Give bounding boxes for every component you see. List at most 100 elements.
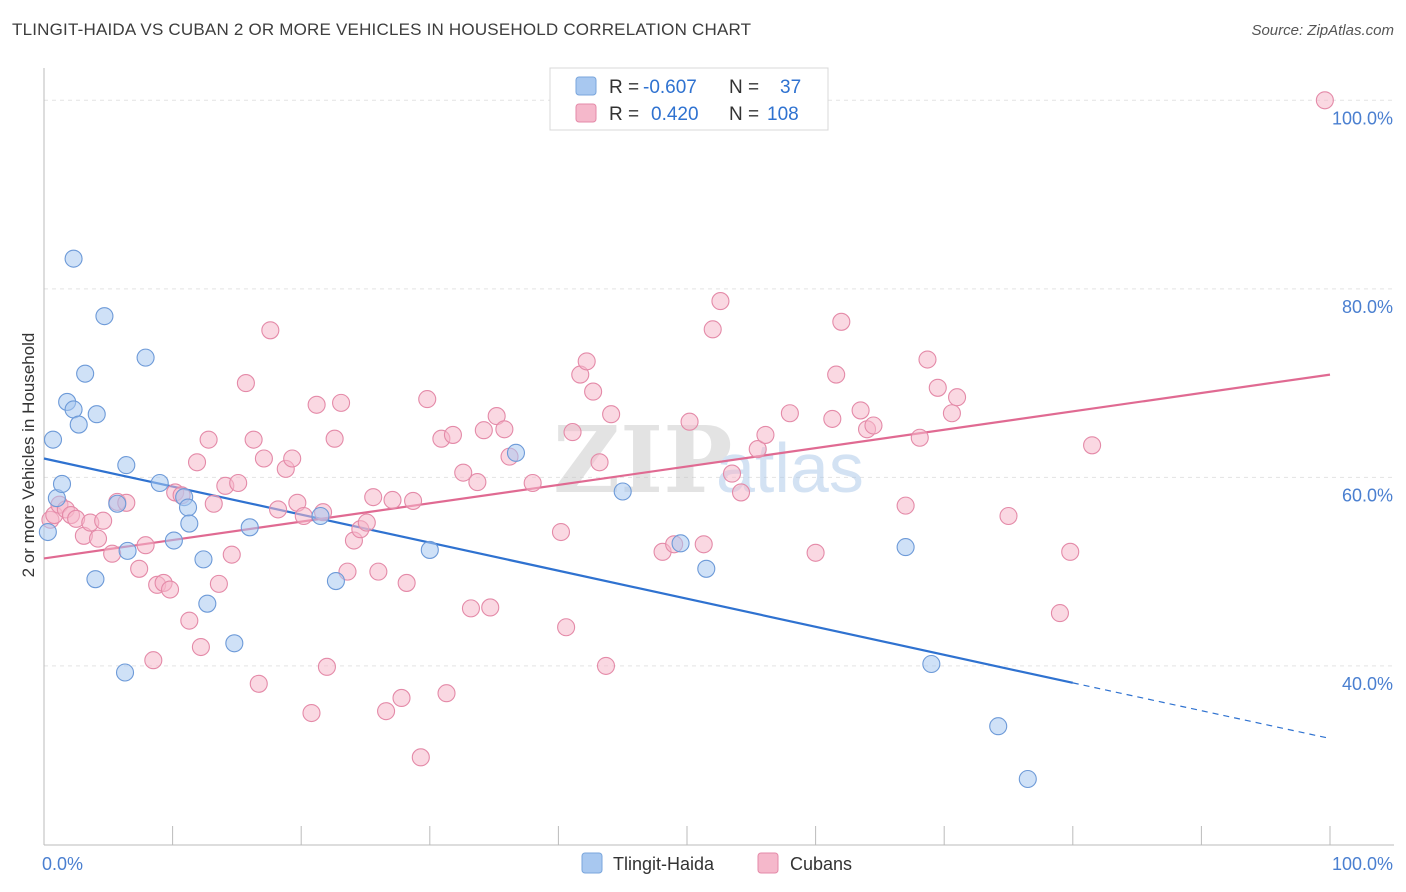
- point-cubans: [823, 409, 842, 428]
- point-cubans: [590, 453, 609, 472]
- point-cubans: [392, 688, 411, 707]
- point-cubans: [364, 488, 383, 507]
- point-cubans: [748, 440, 767, 459]
- point-cubans: [94, 511, 113, 530]
- point-cubans: [269, 500, 288, 519]
- point-cubans: [187, 453, 207, 472]
- point-cubans: [383, 490, 402, 510]
- point-tlingit-haida: [118, 541, 137, 560]
- point-cubans: [1315, 91, 1334, 110]
- point-cubans: [261, 321, 280, 340]
- point-cubans: [602, 405, 621, 424]
- point-cubans: [1083, 436, 1102, 455]
- point-tlingit-haida: [506, 443, 526, 462]
- legend-swatch-blue: [575, 76, 597, 96]
- point-cubans: [249, 674, 268, 693]
- legend-r-value-2: 0.420: [651, 104, 699, 125]
- point-cubans: [523, 473, 542, 493]
- point-cubans: [103, 544, 122, 563]
- point-tlingit-haida: [108, 494, 127, 513]
- point-tlingit-haida: [178, 498, 198, 517]
- watermark-zip: ZIP: [553, 406, 732, 514]
- point-cubans: [948, 388, 967, 407]
- point-cubans: [474, 421, 493, 440]
- trend-line-tlingit-haida-extension: [1072, 682, 1331, 740]
- point-cubans: [191, 637, 210, 657]
- point-cubans: [703, 320, 722, 339]
- point-tlingit-haida: [64, 249, 83, 268]
- point-tlingit-haida: [69, 415, 88, 434]
- legend-label-tlingit-haida: Tlingit-Haida: [613, 854, 715, 874]
- point-cubans: [577, 352, 596, 371]
- point-cubans: [454, 463, 473, 482]
- point-tlingit-haida: [95, 307, 114, 326]
- point-cubans: [780, 404, 799, 423]
- point-cubans: [357, 513, 376, 532]
- series-legend: Tlingit-Haida Cubans: [581, 852, 852, 874]
- point-cubans: [254, 449, 273, 468]
- legend-n-value-1: 37: [780, 77, 801, 98]
- chart-title: TLINGIT-HAIDA VS CUBAN 2 OR MORE VEHICLE…: [12, 20, 752, 39]
- point-cubans: [377, 702, 396, 721]
- point-cubans: [180, 611, 199, 630]
- point-cubans: [443, 425, 462, 444]
- point-cubans: [332, 393, 351, 412]
- point-cubans: [896, 496, 915, 515]
- point-cubans: [864, 416, 883, 435]
- point-cubans: [832, 312, 851, 331]
- point-cubans: [283, 449, 302, 468]
- point-tlingit-haida: [240, 518, 259, 537]
- source-credit: Source: ZipAtlas.com: [1251, 22, 1394, 39]
- point-cubans: [827, 365, 846, 384]
- point-cubans: [910, 428, 929, 447]
- point-cubans: [437, 684, 456, 703]
- point-cubans: [222, 545, 241, 564]
- point-cubans: [928, 378, 947, 397]
- data-points: [38, 91, 1334, 789]
- point-tlingit-haida: [76, 364, 95, 383]
- y-tick-label: 40.0%: [1342, 674, 1393, 694]
- point-cubans: [722, 464, 742, 483]
- point-tlingit-haida: [613, 482, 632, 501]
- x-tick-label: 0.0%: [42, 854, 83, 874]
- point-cubans: [244, 430, 263, 449]
- point-cubans: [584, 382, 603, 401]
- point-cubans: [229, 473, 248, 493]
- point-cubans: [1061, 542, 1080, 561]
- point-cubans: [551, 522, 571, 542]
- point-cubans: [680, 412, 699, 431]
- point-cubans: [411, 748, 430, 767]
- point-cubans: [731, 483, 751, 502]
- point-tlingit-haida: [164, 531, 183, 550]
- point-tlingit-haida: [326, 571, 345, 591]
- point-cubans: [806, 543, 825, 562]
- point-cubans: [694, 535, 713, 554]
- point-tlingit-haida: [115, 663, 135, 682]
- point-cubans: [495, 420, 514, 439]
- legend-n-label-1: N =: [729, 77, 759, 98]
- x-tick-label: 100.0%: [1332, 854, 1393, 874]
- point-tlingit-haida: [180, 514, 199, 533]
- point-tlingit-haida: [194, 550, 213, 569]
- point-cubans: [999, 506, 1018, 526]
- point-tlingit-haida: [136, 348, 155, 367]
- point-cubans: [461, 599, 481, 618]
- point-tlingit-haida: [1018, 769, 1037, 789]
- point-tlingit-haida: [38, 522, 57, 542]
- point-tlingit-haida: [198, 594, 217, 613]
- point-cubans: [397, 573, 416, 592]
- point-cubans: [851, 401, 870, 420]
- point-tlingit-haida: [922, 654, 941, 674]
- point-cubans: [404, 491, 423, 510]
- legend-label-cubans: Cubans: [790, 854, 852, 874]
- point-cubans: [369, 562, 388, 581]
- legend-r-label-1: R =: [609, 77, 639, 98]
- point-cubans: [204, 494, 223, 513]
- point-cubans: [756, 425, 775, 444]
- point-tlingit-haida: [52, 474, 72, 494]
- tick-labels: 40.0% 60.0% 80.0% 100.0% 0.0% 100.0%: [42, 108, 1393, 874]
- point-cubans: [1050, 604, 1069, 623]
- point-tlingit-haida: [225, 634, 244, 653]
- point-cubans: [563, 423, 582, 442]
- point-tlingit-haida: [87, 405, 106, 424]
